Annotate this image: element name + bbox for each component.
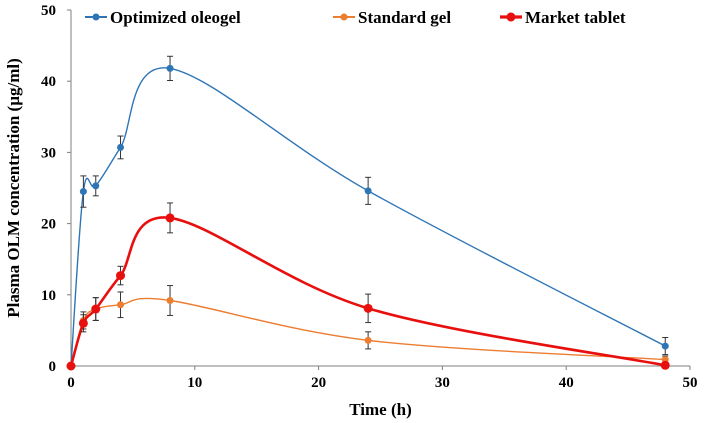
data-point (79, 188, 87, 196)
data-point (78, 318, 88, 328)
y-tick-label: 20 (41, 217, 56, 233)
x-tick-label: 40 (559, 375, 574, 391)
data-point (92, 182, 100, 190)
legend-label: Market tablet (525, 8, 626, 27)
series-line (69, 216, 666, 367)
legend-swatch-marker (92, 13, 100, 21)
x-axis-title: Time (h) (349, 400, 412, 419)
series-line (70, 297, 666, 367)
x-tick-label: 20 (311, 375, 326, 391)
series-market-tablet (66, 202, 670, 371)
legend-label: Standard gel (358, 8, 451, 27)
y-tick-label: 0 (49, 359, 57, 375)
data-point (661, 342, 669, 350)
data-point (166, 296, 174, 304)
data-point (66, 361, 76, 371)
y-axis-title: Plasma OLM concentration (µg/ml) (4, 58, 23, 318)
axis-ticks: 0 10 20 30 40 50 0 10 20 30 40 50 (41, 3, 698, 391)
legend-swatch-marker (506, 12, 516, 22)
x-tick-label: 30 (435, 375, 450, 391)
data-point (166, 64, 174, 72)
legend-label: Optimized oleogel (110, 8, 241, 27)
x-tick-label: 10 (187, 375, 202, 391)
y-tick-label: 30 (41, 145, 56, 161)
data-point (117, 301, 125, 309)
y-tick-label: 10 (41, 288, 56, 304)
y-tick-label: 50 (41, 3, 56, 19)
data-point (116, 271, 126, 281)
legend-swatch-marker (340, 13, 348, 21)
data-point (91, 304, 101, 314)
chart-series (66, 55, 670, 371)
data-point (364, 336, 372, 344)
chart-axes (70, 10, 690, 367)
x-tick-label: 0 (67, 375, 75, 391)
data-point (117, 143, 125, 151)
data-point (165, 213, 175, 223)
data-point (660, 360, 670, 370)
x-tick-label: 50 (683, 375, 698, 391)
legend-item: Optimized oleogel (85, 8, 241, 27)
legend-item: Market tablet (500, 8, 626, 27)
legend-item: Standard gel (333, 8, 451, 27)
data-point (364, 187, 372, 195)
data-point (363, 303, 373, 313)
legend: Optimized oleogel Standard gel Market tabl… (85, 8, 626, 27)
series-optimized-oleogel (67, 55, 669, 370)
y-tick-label: 40 (41, 74, 56, 90)
